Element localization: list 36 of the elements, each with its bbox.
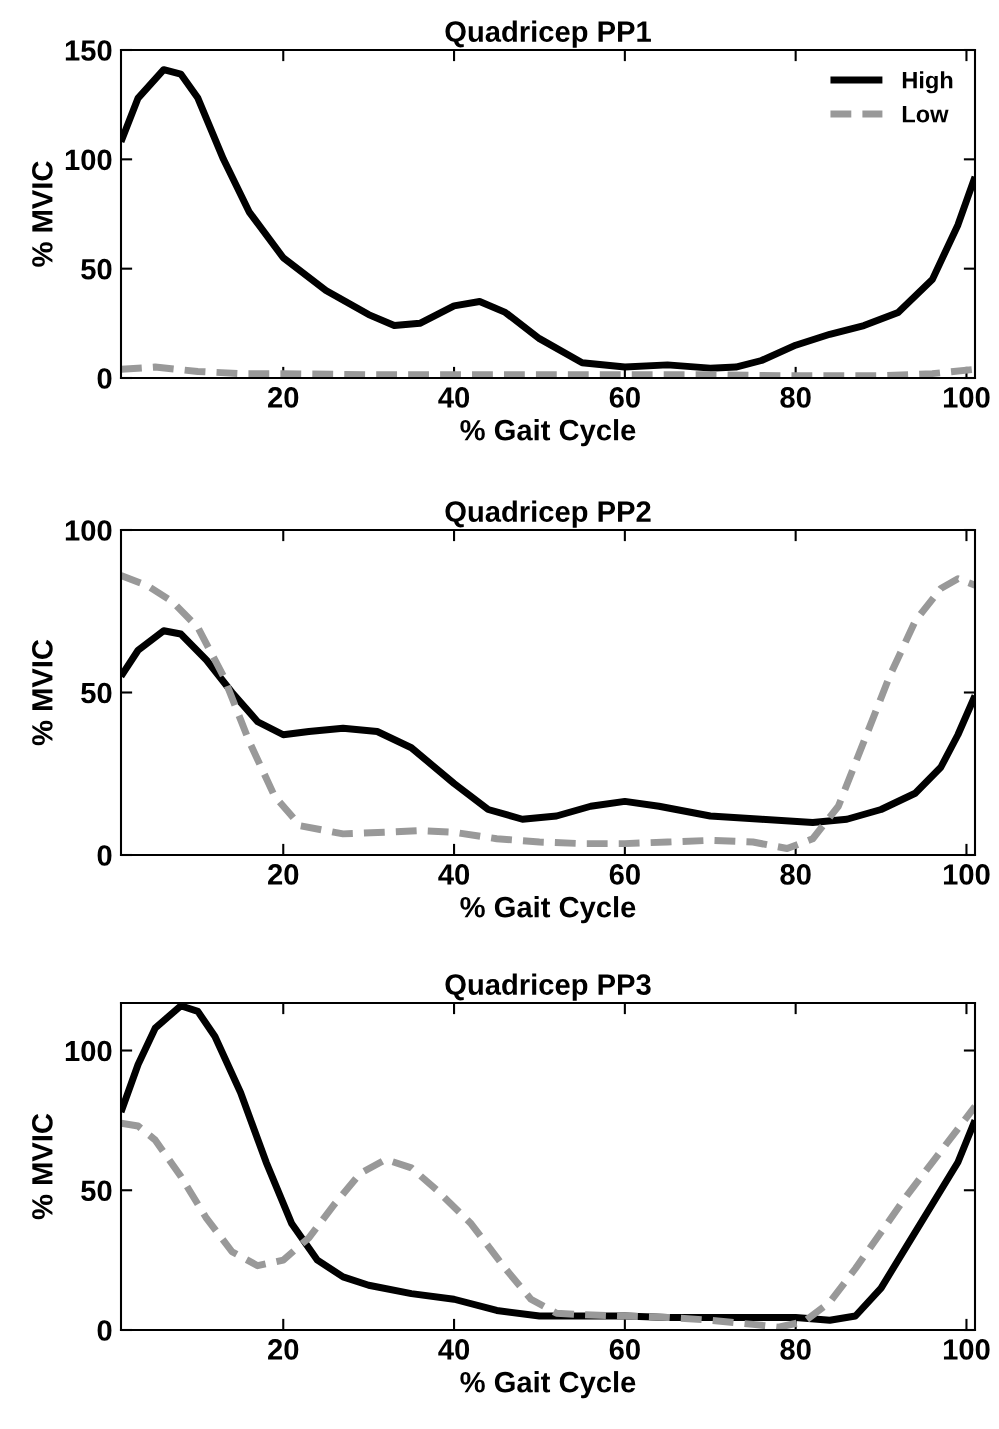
x-tick-label: 80 [780, 1339, 811, 1360]
y-tick-label: 0 [97, 1320, 112, 1341]
y-tick-label: 100 [65, 149, 112, 171]
y-axis-title: % MVIC [32, 161, 53, 267]
y-tick-label: 0 [97, 368, 112, 389]
y-tick-label: 100 [65, 1040, 112, 1062]
x-tick-label: 40 [438, 864, 470, 885]
x-tick-label: 20 [268, 864, 299, 885]
x-axis-title: % Gait Cycle [460, 419, 636, 447]
x-tick-label: 100 [943, 387, 990, 408]
y-tick-label: 150 [65, 40, 112, 61]
x-tick-label: 40 [438, 1339, 470, 1360]
y-tick-label: 100 [65, 520, 112, 541]
x-tick-label: 100 [943, 864, 990, 885]
x-tick-label: 60 [609, 1339, 640, 1360]
x-tick-label: 100 [943, 1339, 990, 1360]
x-tick-label: 80 [780, 387, 811, 408]
legend-label: Low [902, 106, 949, 123]
x-tick-label: 80 [780, 864, 811, 885]
y-tick-label: 50 [81, 258, 112, 280]
x-tick-label: 20 [268, 387, 299, 408]
x-axis-title: % Gait Cycle [460, 1371, 636, 1399]
chart-title: Quadricep PP1 [445, 20, 651, 48]
chart-title: Quadricep PP2 [445, 500, 651, 528]
y-tick-label: 0 [97, 845, 112, 866]
x-axis-title: % Gait Cycle [460, 896, 636, 924]
chart-title: Quadricep PP3 [445, 973, 651, 1001]
x-tick-label: 60 [609, 387, 640, 408]
x-tick-label: 20 [268, 1339, 299, 1360]
y-axis-title: % MVIC [32, 1113, 53, 1220]
x-tick-label: 40 [438, 387, 470, 408]
x-tick-label: 60 [609, 864, 640, 885]
legend-label: High [902, 71, 953, 94]
y-tick-label: 50 [81, 1180, 112, 1202]
y-axis-title: % MVIC [32, 639, 53, 746]
y-tick-label: 50 [81, 682, 112, 704]
